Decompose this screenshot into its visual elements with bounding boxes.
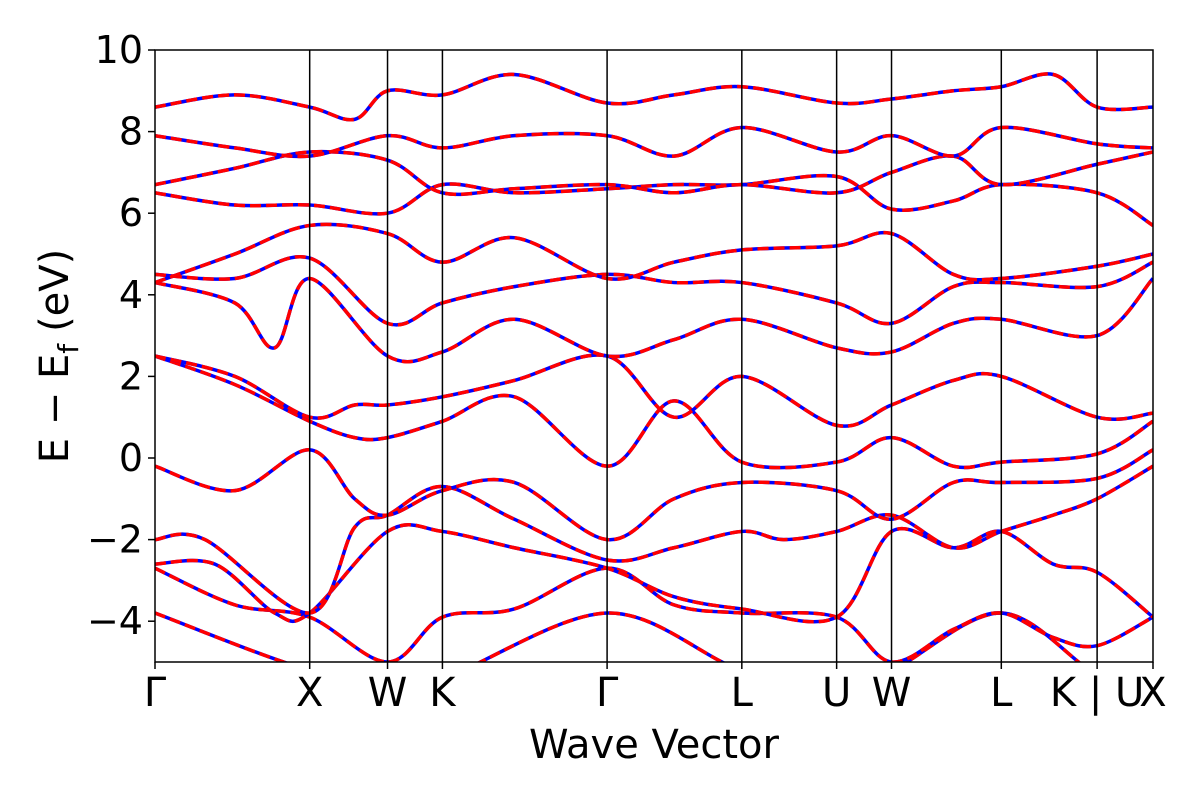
band-14-blue [155,72,1153,122]
x-tick-label: K | U [1050,670,1144,716]
band-3-blue [155,523,1153,624]
band-10-blue [155,222,1153,285]
y-tick-label: −4 [87,599,143,643]
band-9-blue [155,255,1153,327]
x-tick-label: Γ [596,670,619,716]
bands-layer [155,72,1153,662]
band-6-red [155,354,1153,470]
x-tick-label: L [731,670,754,716]
y-axis-label-subscript: f [52,343,85,354]
x-tick-label: Γ [144,670,167,716]
x-tick-label: W [368,670,408,716]
y-axis-ticks: 10 8 6 4 2 0 −2 −4 [87,28,155,643]
y-axis-label-unit: (eV) [32,249,78,332]
y-tick-label: 10 [95,28,143,72]
band-13-red [155,125,1153,159]
y-tick-label: 4 [119,273,143,317]
band-14-red [155,72,1153,122]
band-11-red [155,173,1153,227]
x-tick-label: X [1139,670,1166,716]
band-8-blue [155,276,1153,364]
y-axis-label-main: E − E [32,354,78,464]
y-tick-label: 2 [119,354,143,398]
band-7-red [155,353,1153,428]
kpoint-lines [308,50,1098,662]
band-3-red [155,523,1153,624]
x-tick-label: K [429,670,457,716]
band-8-red [155,276,1153,364]
x-axis-label: Wave Vector [529,722,780,768]
band-2-red [155,566,1153,662]
x-tick-label: W [872,670,912,716]
y-tick-label: 0 [119,436,143,480]
band-5-red [155,448,1153,542]
y-tick-label: 6 [119,191,143,235]
y-tick-label: −2 [87,518,143,562]
y-tick-label: 8 [119,110,143,154]
band-9-red [155,255,1153,327]
y-axis-label: E − Ef (eV) [32,249,85,464]
band-12-red [155,149,1153,197]
plot-frame [154,49,1154,663]
x-tick-label: X [296,670,323,716]
x-tick-label: U [822,670,851,716]
x-tick-label: L [990,670,1013,716]
band-10-red [155,222,1153,285]
